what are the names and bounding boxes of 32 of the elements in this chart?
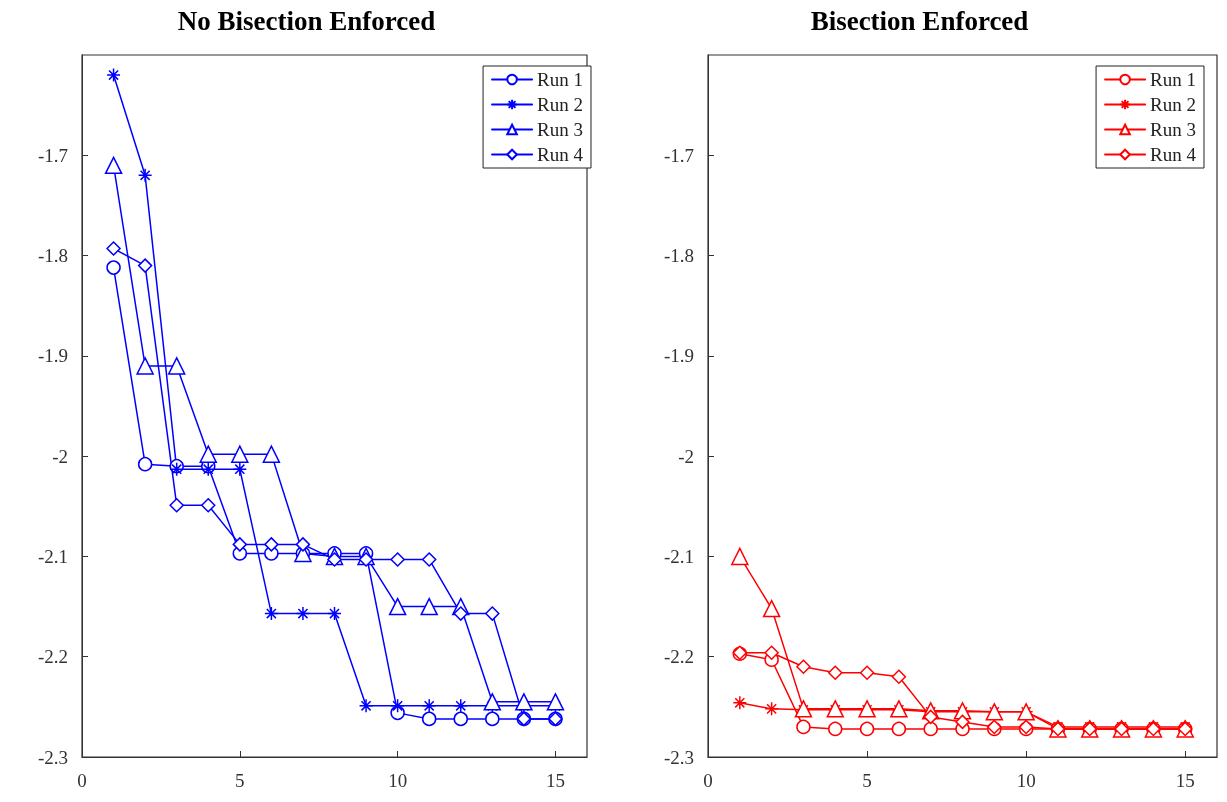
chart-title: Bisection Enforced [810,5,1029,36]
y-tick-label: -2.3 [663,746,694,768]
y-tick-label: -2.1 [663,545,694,567]
x-tick-label: 10 [388,770,408,791]
x-tick-label: 10 [1016,770,1036,791]
x-tick-label: 15 [1175,770,1195,791]
y-tick-label: -1.9 [663,345,694,367]
y-tick-label: -2.3 [37,746,68,768]
legend-label: Run 4 [1150,144,1197,165]
y-tick-label: -1.7 [663,144,694,166]
legend-label: Run 3 [537,119,584,140]
y-tick-label: -2.2 [37,646,68,668]
legend-label: Run 1 [537,69,584,90]
chart-title: No Bisection Enforced [177,5,436,36]
y-tick-label: -2.2 [663,646,694,668]
x-tick-label: 5 [862,770,872,791]
x-tick-label: 5 [235,770,245,791]
x-tick-label: 15 [545,770,565,791]
y-tick-label: -2.1 [37,545,68,567]
y-tick-label: -1.9 [37,345,68,367]
y-tick-label: -1.8 [37,245,68,267]
y-tick-label: -1.7 [37,144,68,166]
legend-label: Run 2 [537,94,584,115]
y-tick-label: -2 [678,445,694,467]
x-tick-label: 0 [77,770,87,791]
legend-label: Run 2 [1150,94,1197,115]
legend-label: Run 3 [1150,119,1197,140]
legend-label: Run 4 [537,144,584,165]
legend-label: Run 1 [1150,69,1197,90]
y-tick-label: -2 [52,445,68,467]
y-tick-label: -1.8 [663,245,694,267]
x-tick-label: 0 [703,770,713,791]
